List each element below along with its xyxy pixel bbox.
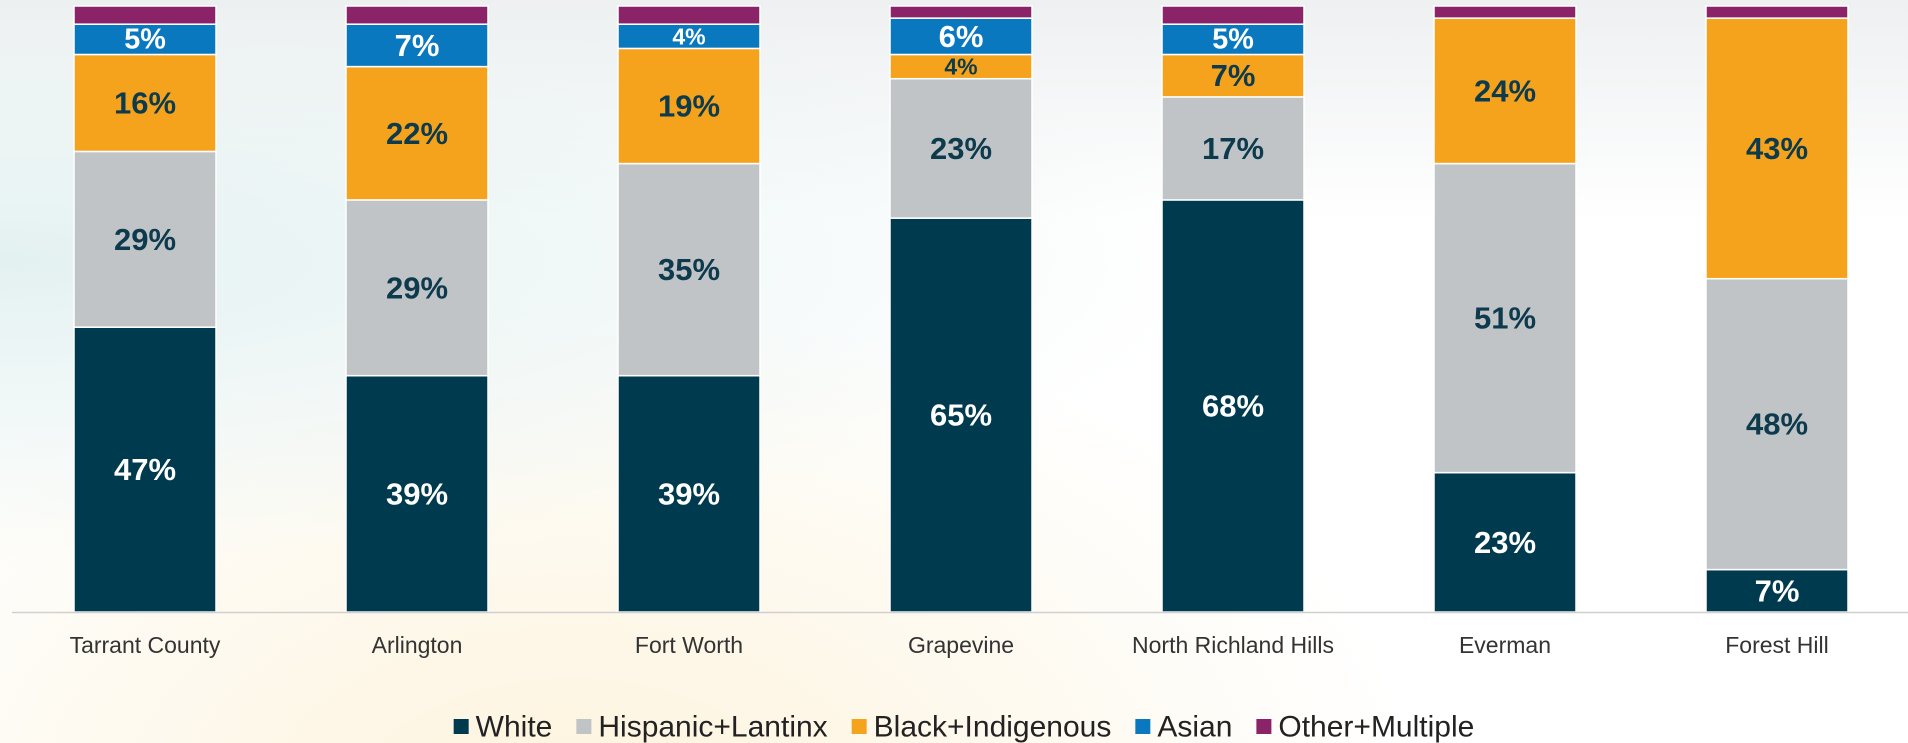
data-label: 47% <box>114 452 176 487</box>
legend-swatch <box>576 719 592 734</box>
x-tick-label: Arlington <box>372 632 463 658</box>
bar-segment <box>1161 23 1305 56</box>
data-label: 23% <box>930 131 992 166</box>
bar-segment <box>1433 471 1577 613</box>
bar-segment <box>73 23 217 56</box>
legend-swatch <box>453 719 469 734</box>
bar-segment <box>1433 5 1577 19</box>
x-tick-label: Tarrant County <box>70 632 221 658</box>
data-label: 4% <box>944 54 977 80</box>
legend-swatch <box>1135 719 1151 734</box>
legend-label: Hispanic+Lantinx <box>598 711 827 743</box>
data-label: 48% <box>1746 407 1808 442</box>
data-label: 43% <box>1746 131 1808 166</box>
bar-segment <box>1705 568 1849 613</box>
data-label: 5% <box>1212 23 1254 55</box>
bar-segment <box>73 150 217 328</box>
data-label: 39% <box>658 476 720 511</box>
bar-segment <box>1705 5 1849 19</box>
bar-segment <box>345 65 489 201</box>
legend-label: Black+Indigenous <box>874 711 1112 743</box>
bar-segment <box>1433 17 1577 165</box>
data-label: 24% <box>1474 73 1536 108</box>
bar-segment <box>345 23 489 68</box>
data-label: 16% <box>114 85 176 120</box>
x-tick-label: Fort Worth <box>635 632 743 658</box>
bar-segment <box>345 5 489 25</box>
data-label: 29% <box>114 222 176 257</box>
x-tick-label: Grapevine <box>908 632 1014 658</box>
data-label: 35% <box>658 252 720 287</box>
x-tick-label: Everman <box>1459 632 1551 658</box>
bar-segment <box>617 47 761 165</box>
bar-segment <box>617 23 761 50</box>
legend-label: White <box>476 711 553 743</box>
bar-segment <box>345 199 489 377</box>
bar-segment <box>1161 199 1305 613</box>
data-label: 17% <box>1202 131 1264 166</box>
data-label: 7% <box>1755 573 1800 608</box>
x-tick-label: North Richland Hills <box>1132 632 1334 658</box>
legend-swatch <box>851 719 867 734</box>
bar-segment <box>889 17 1033 56</box>
data-label: 6% <box>939 19 984 54</box>
bar-segment <box>1161 96 1305 201</box>
data-label: 39% <box>386 476 448 511</box>
bar-segment <box>889 217 1033 613</box>
data-label: 4% <box>672 23 705 49</box>
data-label: 22% <box>386 116 448 151</box>
data-label: 51% <box>1474 301 1536 336</box>
bar-segment <box>1705 17 1849 280</box>
data-label: 29% <box>386 270 448 305</box>
data-label: 7% <box>395 28 440 63</box>
legend-swatch <box>1256 719 1272 734</box>
bar-segment <box>889 53 1033 80</box>
data-label: 65% <box>930 398 992 433</box>
bar-segment <box>617 5 761 25</box>
bar-segment <box>617 162 761 377</box>
bar-segment <box>1161 53 1305 98</box>
data-label: 5% <box>124 23 166 55</box>
bar-segment <box>1705 277 1849 571</box>
bar-segment <box>73 5 217 25</box>
data-label: 7% <box>1211 58 1256 93</box>
data-label: 19% <box>658 88 720 123</box>
legend-label: Other+Multiple <box>1278 711 1474 743</box>
bar-segment <box>73 326 217 613</box>
legend-label: Asian <box>1157 711 1232 743</box>
x-tick-label: Forest Hill <box>1725 632 1829 658</box>
data-label: 68% <box>1202 388 1264 423</box>
bar-segment <box>1161 5 1305 25</box>
bar-segment <box>345 374 489 613</box>
bar-segment <box>889 5 1033 19</box>
data-label: 23% <box>1474 525 1536 560</box>
